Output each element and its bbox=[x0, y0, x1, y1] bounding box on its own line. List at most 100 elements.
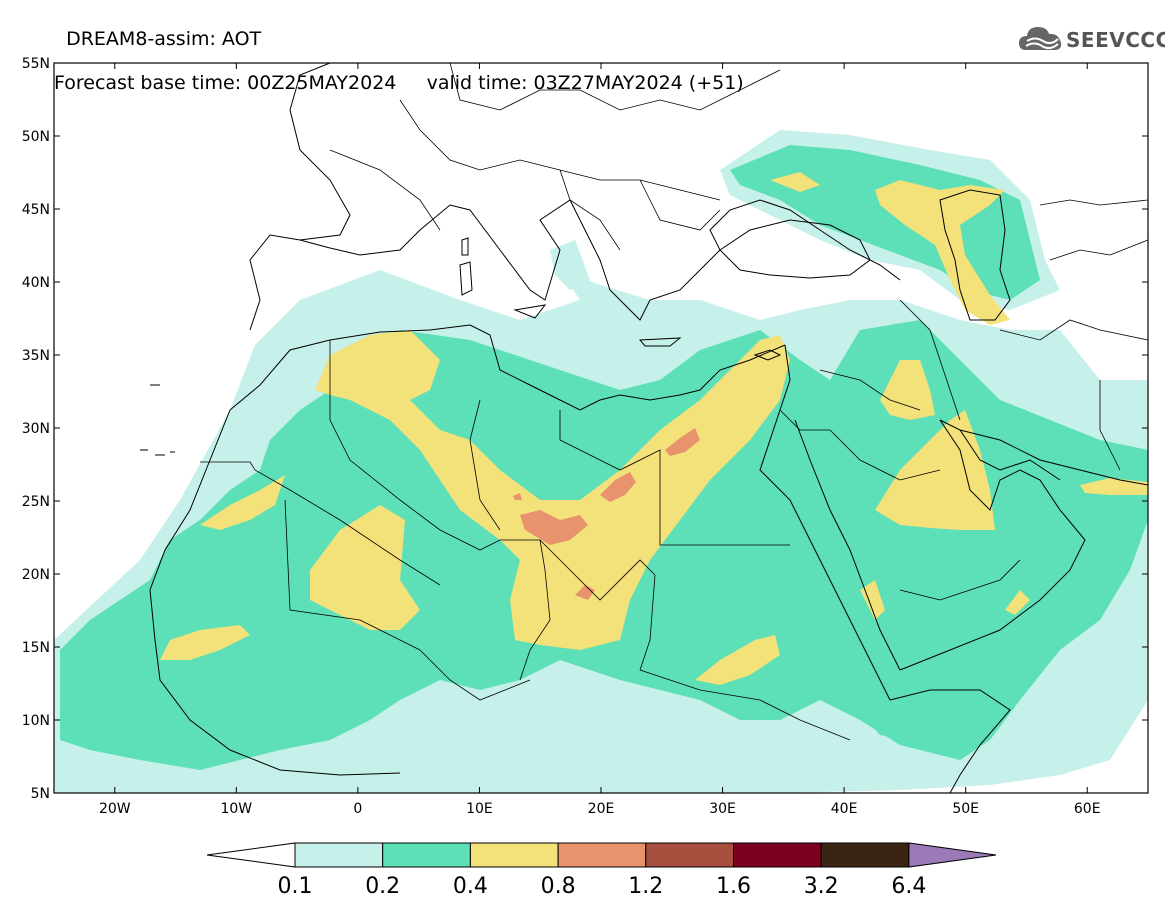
islands-med bbox=[459, 237, 547, 319]
lat-tick-label: 50N bbox=[22, 129, 50, 145]
lon-tick-label: 10E bbox=[466, 801, 493, 817]
title-line-1: DREAM8-assim: AOT bbox=[66, 28, 262, 50]
coastline-arabia bbox=[899, 419, 1086, 671]
lat-tick-label: 30N bbox=[22, 421, 50, 437]
colorbar-swatch bbox=[294, 842, 384, 868]
border bbox=[779, 409, 941, 481]
aot-region-yellow bbox=[695, 635, 780, 685]
border bbox=[559, 410, 790, 546]
coastlines bbox=[140, 63, 1148, 793]
lon-tick-label: 20E bbox=[588, 801, 615, 817]
lon-tick-label: 50E bbox=[952, 801, 979, 817]
aot-region-yellow bbox=[875, 180, 1010, 325]
lat-tick-label: 40N bbox=[22, 275, 50, 291]
colorbar-label: 6.4 bbox=[891, 874, 926, 899]
aot-region-orange bbox=[513, 493, 522, 500]
border bbox=[329, 340, 556, 556]
lon-tick-label: 0 bbox=[353, 801, 362, 817]
forecast-base-time: Forecast base time: 00Z25MAY2024 bbox=[54, 72, 397, 94]
aot-region-yellow bbox=[770, 172, 820, 192]
canary-islands bbox=[140, 384, 175, 456]
borders bbox=[200, 63, 1148, 741]
colorbar-swatch bbox=[469, 842, 559, 868]
aot-region-yellow bbox=[310, 505, 420, 630]
coastline-med-north bbox=[299, 199, 901, 321]
lat-tick-label: 20N bbox=[22, 567, 50, 583]
lon-tick-label: 40E bbox=[831, 801, 858, 817]
border bbox=[284, 499, 421, 651]
lon-tick-label: 60E bbox=[1074, 801, 1101, 817]
lon-tick-label: 20W bbox=[99, 801, 131, 817]
aot-region-orange bbox=[575, 585, 595, 600]
border bbox=[554, 554, 656, 671]
border bbox=[899, 559, 1021, 601]
coastline-africa-north bbox=[229, 324, 786, 411]
lat-tick-label: 25N bbox=[22, 494, 50, 510]
border bbox=[639, 179, 721, 231]
lat-tick-label: 35N bbox=[22, 348, 50, 364]
cyprus bbox=[753, 349, 782, 361]
colorbar-over-triangle bbox=[908, 842, 997, 868]
coastline-europe bbox=[249, 63, 351, 331]
aot-region-yellow bbox=[880, 360, 935, 420]
border bbox=[819, 369, 921, 411]
border bbox=[469, 399, 501, 531]
border bbox=[559, 169, 621, 251]
lat-tick-label: 15N bbox=[22, 640, 50, 656]
aot-region-yellow bbox=[860, 580, 885, 620]
lat-tick-label: 55N bbox=[22, 56, 50, 72]
colorbar-label: 1.6 bbox=[716, 874, 751, 899]
coastline-black-sea bbox=[719, 219, 871, 279]
coastline-iran bbox=[959, 429, 1148, 486]
coastline-horn bbox=[889, 689, 1011, 793]
colorbar: 0.1 0.2 0.4 0.8 1.2 1.6 3.2 6.4 bbox=[206, 842, 997, 899]
border bbox=[999, 319, 1148, 341]
colorbar-label: 3.2 bbox=[804, 874, 839, 899]
colorbar-label: 0.4 bbox=[453, 874, 488, 899]
aot-region-green bbox=[840, 650, 1000, 745]
colorbar-swatch bbox=[557, 842, 647, 868]
aot-region-yellow bbox=[200, 475, 285, 530]
aot-region-light bbox=[550, 240, 590, 290]
lon-tick-label: 30E bbox=[709, 801, 736, 817]
colorbar-label: 1.2 bbox=[628, 874, 663, 899]
border bbox=[519, 539, 551, 681]
seevccc-logo: SEEVCCC bbox=[1018, 24, 1165, 58]
aot-region-orange bbox=[665, 428, 700, 456]
colorbar-swatch bbox=[645, 842, 734, 868]
border bbox=[419, 649, 531, 701]
colorbar-label: 0.2 bbox=[365, 874, 400, 899]
logo-text: SEEVCCC bbox=[1066, 28, 1165, 52]
title-line-2: Forecast base time: 00Z25MAY2024 valid t… bbox=[54, 72, 744, 94]
aot-region-orange bbox=[520, 510, 588, 545]
lat-tick-label: 45N bbox=[22, 202, 50, 218]
border bbox=[899, 299, 961, 421]
lon-tick-label: 10W bbox=[220, 801, 252, 817]
cloud-icon bbox=[1019, 27, 1062, 50]
colorbar-swatch bbox=[733, 842, 822, 868]
coastline-gulf bbox=[939, 419, 1061, 481]
lat-tick-label: 10N bbox=[22, 713, 50, 729]
aot-region-yellow bbox=[160, 625, 250, 660]
aot-region-yellow bbox=[875, 410, 995, 530]
aot-region-yellow bbox=[1005, 590, 1030, 615]
border bbox=[639, 669, 851, 741]
valid-time: valid time: 03Z27MAY2024 (+51) bbox=[426, 72, 744, 94]
colorbar-label: 0.8 bbox=[541, 874, 576, 899]
colorbar-swatch bbox=[382, 842, 471, 868]
border bbox=[1099, 380, 1121, 471]
border bbox=[1049, 239, 1148, 261]
lat-tick-label: 5N bbox=[31, 786, 50, 802]
map-title: DREAM8-assim: AOT Forecast base time: 00… bbox=[54, 6, 744, 116]
border bbox=[449, 63, 781, 111]
coastline-levant bbox=[759, 344, 891, 701]
colorbar-swatch bbox=[820, 842, 910, 868]
border bbox=[200, 461, 441, 586]
longitude-axis: 20W 10W 0 10E 20E 30E 40E 50E 60E bbox=[99, 63, 1101, 817]
aot-region-orange bbox=[600, 472, 636, 502]
aot-field bbox=[54, 130, 1148, 793]
colorbar-label: 0.1 bbox=[278, 874, 313, 899]
latitude-axis: 5N 10N 15N 20N 25N 30N 35N 40N 45N 50N 55N bbox=[22, 56, 1148, 802]
coastline-africa-west bbox=[149, 409, 401, 776]
